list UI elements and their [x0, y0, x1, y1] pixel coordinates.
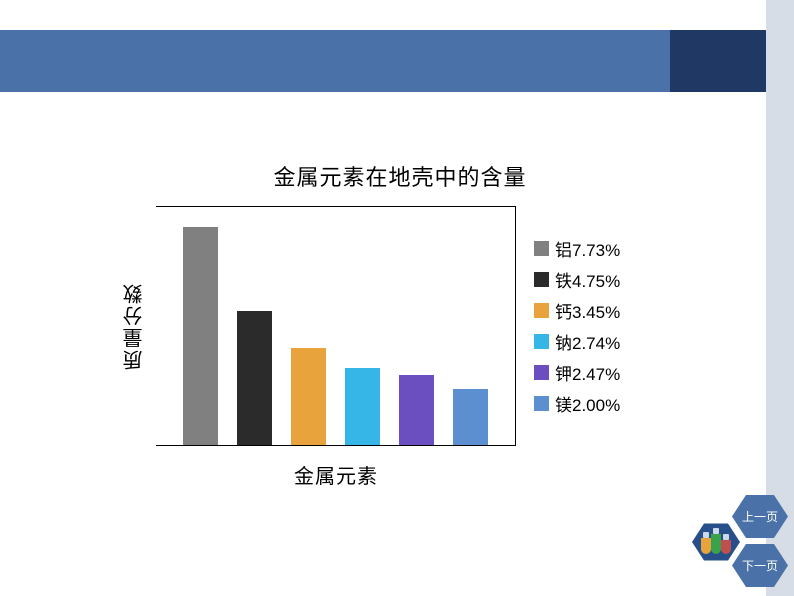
bar-铁	[237, 311, 272, 445]
legend-item-钾: 钾2.47%	[534, 360, 620, 385]
legend-label: 铁4.75%	[555, 267, 620, 292]
legend-label: 钠2.74%	[555, 329, 620, 354]
bar-钙	[291, 348, 326, 445]
flask-icon	[692, 521, 740, 563]
title-band-left	[0, 30, 670, 92]
chart-body: 质量分数 铝7.73% 铁4.75% 钙3.45% 钠2.74% 钾2.47% 镁2.00…	[120, 206, 680, 446]
legend-item-钠: 钠2.74%	[534, 329, 620, 354]
nav-controls: 上一页 下一页	[678, 490, 788, 590]
title-band	[0, 30, 766, 92]
flask-group	[701, 530, 731, 554]
chart-title: 金属元素在地壳中的含量	[120, 160, 680, 192]
legend-swatch	[534, 396, 549, 411]
next-page-button[interactable]: 下一页	[732, 541, 788, 590]
legend-swatch	[534, 241, 549, 256]
y-axis-label: 质量分数	[120, 282, 150, 370]
legend-swatch	[534, 303, 549, 318]
prev-page-button[interactable]: 上一页	[732, 492, 788, 541]
plot-and-legend: 铝7.73% 铁4.75% 钙3.45% 钠2.74% 钾2.47% 镁2.00%	[156, 206, 620, 446]
legend-swatch	[534, 272, 549, 287]
plot-area	[156, 206, 516, 446]
legend-item-铝: 铝7.73%	[534, 236, 620, 261]
legend-swatch	[534, 334, 549, 349]
legend-label: 镁2.00%	[555, 391, 620, 416]
bar-铝	[183, 227, 218, 445]
legend-item-铁: 铁4.75%	[534, 267, 620, 292]
x-axis-label: 金属元素	[156, 460, 516, 489]
legend-item-镁: 镁2.00%	[534, 391, 620, 416]
legend-label: 铝7.73%	[555, 236, 620, 261]
legend-swatch	[534, 365, 549, 380]
legend-label: 钙3.45%	[555, 298, 620, 323]
legend: 铝7.73% 铁4.75% 钙3.45% 钠2.74% 钾2.47% 镁2.00%	[534, 236, 620, 416]
bar-镁	[453, 389, 488, 445]
legend-item-钙: 钙3.45%	[534, 298, 620, 323]
chart-container: 金属元素在地壳中的含量 质量分数 铝7.73% 铁4.75% 钙3.45% 钠2.74…	[120, 160, 680, 489]
title-band-right	[670, 30, 766, 92]
legend-label: 钾2.47%	[555, 360, 620, 385]
bar-钠	[345, 368, 380, 445]
bar-钾	[399, 375, 434, 445]
